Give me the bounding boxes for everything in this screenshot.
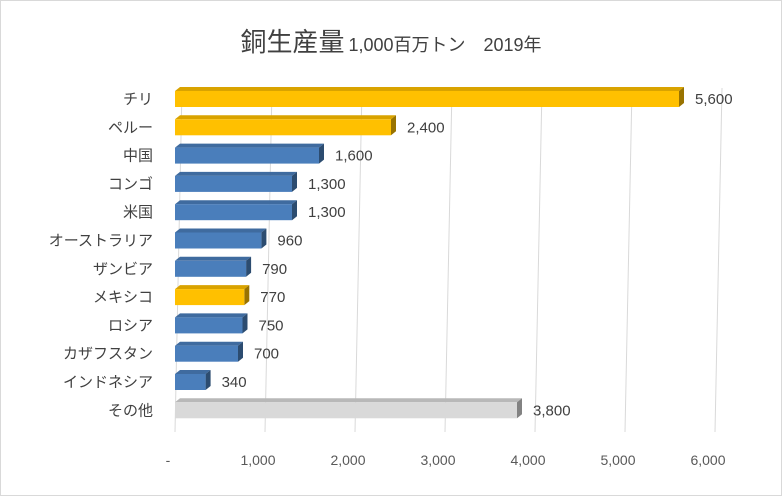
gridline xyxy=(444,87,453,433)
bar xyxy=(175,87,684,107)
category-label: 中国 xyxy=(123,147,153,165)
value-label: 700 xyxy=(254,346,279,363)
gridline xyxy=(354,87,363,433)
category-label: ザンビア xyxy=(93,260,153,278)
bar xyxy=(175,200,297,221)
bar xyxy=(175,143,324,164)
bar xyxy=(175,398,522,419)
value-label: 1,300 xyxy=(308,176,346,193)
bar xyxy=(175,256,252,277)
x-tick-label: 2,000 xyxy=(330,452,365,468)
x-tick-label: - xyxy=(166,452,171,468)
value-label: 3,800 xyxy=(533,402,571,419)
x-axis-ticks: - 1,000 2,000 3,000 4,000 5,000 6,000 xyxy=(166,452,726,468)
chart-title-main: 銅生産量 xyxy=(240,28,345,58)
bar xyxy=(175,171,297,192)
x-tick-label: 1,000 xyxy=(240,452,275,468)
category-label: カザフスタン xyxy=(63,345,153,363)
gridline xyxy=(534,87,543,433)
bar xyxy=(175,285,250,306)
value-label: 750 xyxy=(259,317,284,334)
gridline xyxy=(714,87,723,433)
bar xyxy=(175,115,396,136)
value-label: 770 xyxy=(260,289,285,306)
bar xyxy=(175,341,243,362)
category-label: ペルー xyxy=(108,118,153,136)
chart-title: 銅生産量 1,000百万トン 2019年 xyxy=(0,22,782,59)
value-label: 2,400 xyxy=(407,119,445,136)
category-label: チリ xyxy=(123,90,153,108)
category-label: ロシア xyxy=(108,316,153,334)
category-label: インドネシア xyxy=(63,373,153,391)
category-label: メキシコ xyxy=(93,288,153,306)
category-labels: チリペルー中国コンゴ米国オーストラリアザンビアメキシコロシアカザフスタンインドネ… xyxy=(49,90,153,419)
x-tick-label: 3,000 xyxy=(420,452,455,468)
x-tick-label: 6,000 xyxy=(690,452,725,468)
category-label: コンゴ xyxy=(108,175,153,193)
category-label: オーストラリア xyxy=(49,232,153,250)
bar xyxy=(175,370,211,390)
x-tick-label: 4,000 xyxy=(510,452,545,468)
value-label: 790 xyxy=(262,261,287,278)
x-tick-label: 5,000 xyxy=(600,452,635,468)
category-label: 米国 xyxy=(123,203,153,221)
gridline xyxy=(624,87,633,433)
gridlines xyxy=(174,87,723,433)
bar xyxy=(175,228,267,249)
chart-subtitle: 1,000百万トン 2019年 xyxy=(348,35,542,55)
value-label: 1,600 xyxy=(335,148,373,165)
bar xyxy=(175,313,248,334)
value-labels: 5,600 2,400 1,600 1,300 1,300 960 790 770 750 700… xyxy=(222,91,733,419)
bars xyxy=(175,87,684,419)
value-label: 5,600 xyxy=(695,91,733,108)
value-label: 960 xyxy=(277,233,302,250)
value-label: 340 xyxy=(222,374,247,391)
category-label: その他 xyxy=(108,401,153,419)
value-label: 1,300 xyxy=(308,204,346,221)
